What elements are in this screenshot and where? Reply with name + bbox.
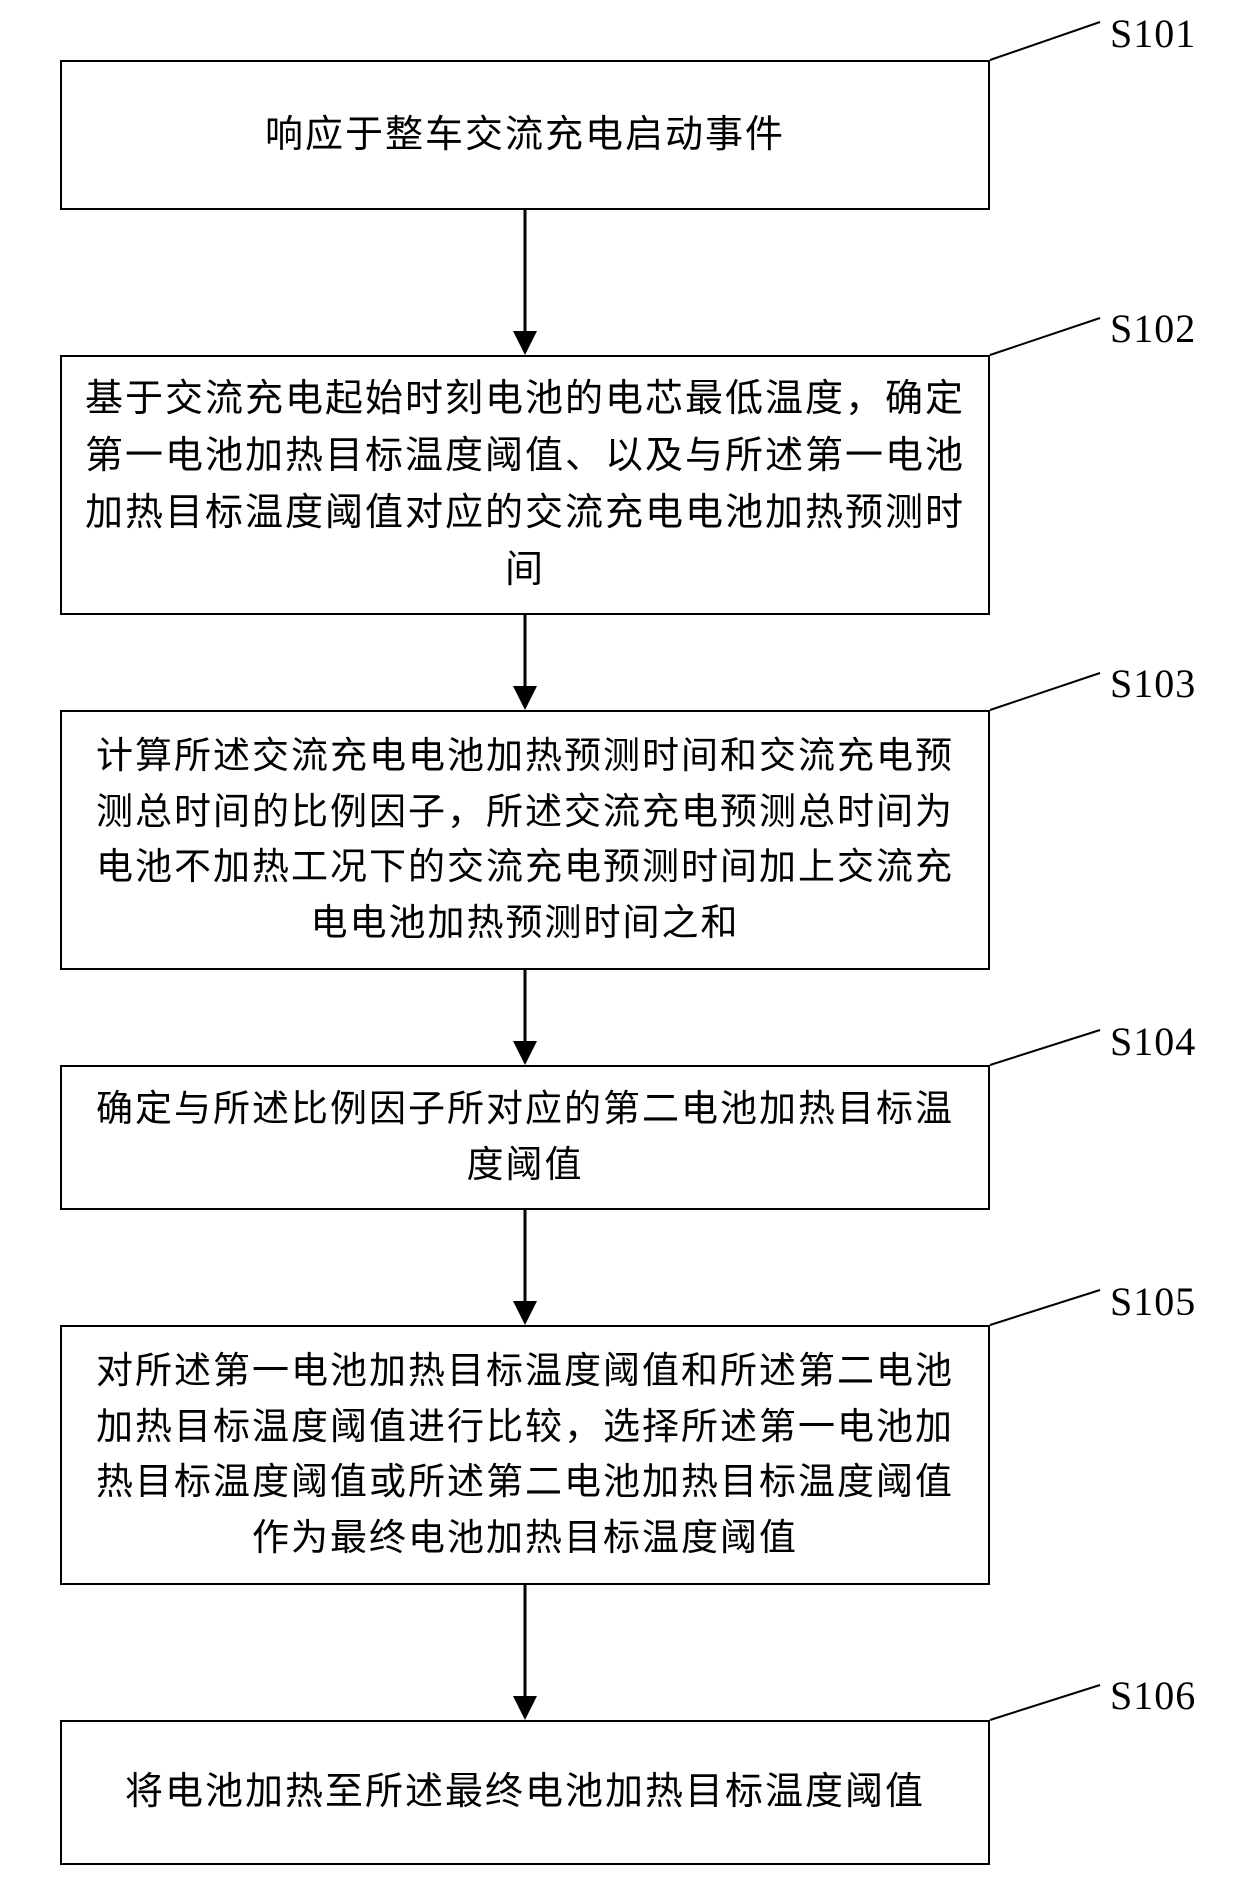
flowchart-canvas: 响应于整车交流充电启动事件S101基于交流充电起始时刻电池的电芯最低温度，确定第… (0, 0, 1240, 1901)
flow-arrow (0, 0, 1240, 1901)
